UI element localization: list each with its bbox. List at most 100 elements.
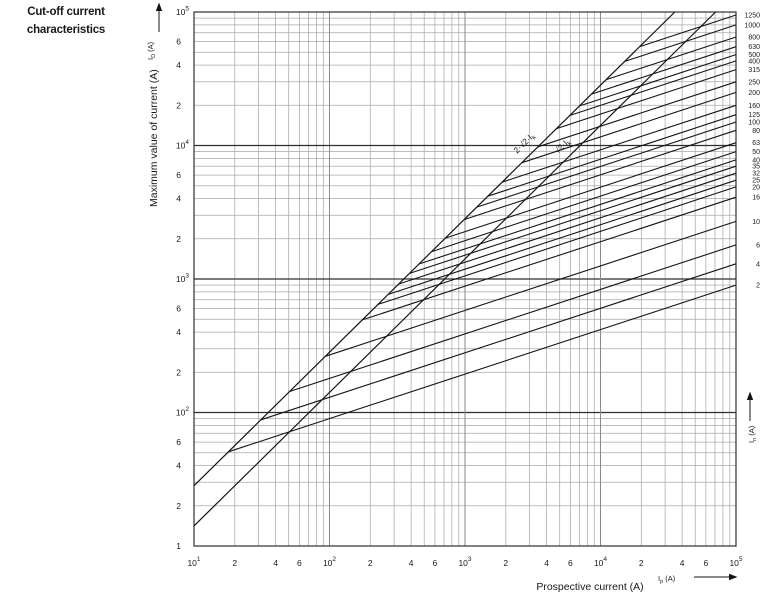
rating-label-315: 315 [748,67,760,74]
right-axis-arrowhead-icon [746,391,754,400]
x-tick-label: 2 [503,558,508,568]
y-tick-label: 4 [176,461,181,471]
rating-label-800: 800 [748,35,760,42]
y-tick-label: 1 [176,541,181,551]
rating-label-630: 630 [748,44,760,51]
x-axis-symbol: Ip (A) [658,574,676,585]
rating-label-40: 40 [752,157,760,164]
fuse-curve-160 [502,104,737,183]
fuse-curve-250 [537,81,737,148]
y-tick-label: 4 [176,60,181,70]
chart-title: Cut-off current characteristics [8,4,124,40]
y-tick-label: 6 [176,437,181,447]
rating-label-160: 160 [748,103,760,110]
y-tick-label: 105 [176,6,189,18]
reference-lines: 2·√2·Ik√2·Ik [193,11,717,527]
x-tick-label: 4 [680,558,685,568]
x-tick-label: 101 [187,556,200,568]
rating-label-16: 16 [752,195,760,202]
fuse-curve-630 [591,46,737,95]
x-tick-label: 4 [409,558,414,568]
y-tick-label: 102 [176,406,189,418]
fuse-curve-80 [463,129,737,221]
y-axis-arrowhead-icon [155,2,163,11]
rating-label-400: 400 [748,58,760,65]
chart-title-line1: Cut-off current [27,6,105,18]
fuse-curve-25 [388,179,737,295]
x-tick-label: 2 [368,558,373,568]
x-tick-labels: 101 2 4 6 102 2 4 6 103 2 4 6 104 2 4 6 105 [187,556,742,568]
x-tick-label: 6 [704,558,709,568]
fuse-curve-500 [579,54,737,107]
x-tick-label: 4 [544,558,549,568]
rating-label-500: 500 [748,52,760,59]
fuse-curve-20 [377,186,737,305]
rating-label-25: 25 [752,178,760,185]
fuse-curves [228,14,737,453]
reference-line [193,11,717,527]
y-tick-label: 2 [176,367,181,377]
x-tick-label: 6 [433,558,438,568]
fuse-curve-4 [260,263,737,421]
x-tick-label: 6 [297,558,302,568]
axis-annotations: Maximum value of current (A) Prospective … [146,2,758,593]
y-tick-labels: 105 6 4 2 104 6 4 2 103 6 4 2 102 6 4 2 1 [176,6,189,552]
x-tick-label: 6 [568,558,573,568]
fuse-curve-1250 [639,14,737,48]
rating-label-250: 250 [748,79,760,86]
rating-label-35: 35 [752,164,760,171]
fuse-curve-35 [409,165,737,274]
x-axis-title: Prospective current (A) [536,581,643,593]
y-tick-label: 2 [176,234,181,244]
fuse-curve-63 [445,142,737,239]
rating-label-50: 50 [752,149,760,156]
fuse-curve-200 [521,91,737,164]
y-tick-label: 6 [176,304,181,314]
y-axis-title: Maximum value of current (A) [148,69,160,207]
rating-label-63: 63 [752,140,760,147]
reference-line-label: 2·√2·Ik [511,130,538,157]
grid-major [193,11,737,547]
y-tick-label: 6 [176,170,181,180]
rating-label-4: 4 [756,261,760,268]
x-tick-label: 104 [594,556,607,568]
rating-label-6: 6 [756,242,760,249]
fuse-curve-40 [418,159,737,265]
fuse-curve-1000 [624,24,737,63]
y-tick-label: 4 [176,327,181,337]
x-tick-label: 102 [323,556,336,568]
x-tick-label: 2 [639,558,644,568]
fuse-curve-800 [606,36,737,81]
y-tick-label: 6 [176,37,181,47]
y-tick-label: 103 [176,273,189,285]
y-tick-label: 4 [176,194,181,204]
rating-label-10: 10 [752,219,760,226]
fuse-curve-32 [398,172,737,285]
y-tick-label: 2 [176,100,181,110]
x-tick-label: 105 [729,556,742,568]
y-tick-label: 2 [176,501,181,511]
chart-title-line2: characteristics [26,23,106,36]
fuse-curve-125 [487,114,737,197]
fuse-curve-10 [325,220,737,357]
rating-label-100: 100 [748,120,760,127]
y-tick-label: 104 [176,139,189,151]
x-tick-label: 103 [458,556,471,568]
right-axis-symbol: In (A) [747,425,758,443]
plot-border [193,11,737,547]
x-tick-label: 2 [232,558,237,568]
rating-label-2: 2 [756,283,760,290]
fuse-curve-400 [569,60,737,117]
rating-labels: 1250100080063050040031525020016012510080… [744,13,760,290]
fuse-curve-6 [289,244,737,393]
fuse-curve-315 [556,69,737,130]
fuse-curve-100 [476,121,737,208]
x-tick-label: 4 [273,558,278,568]
fuse-curve-16 [362,196,737,321]
rating-label-32: 32 [752,171,760,178]
fuse-curve-50 [431,151,737,253]
rating-label-125: 125 [748,112,760,119]
reference-line [193,11,676,487]
y-axis-symbol: ID (A) [146,41,157,60]
